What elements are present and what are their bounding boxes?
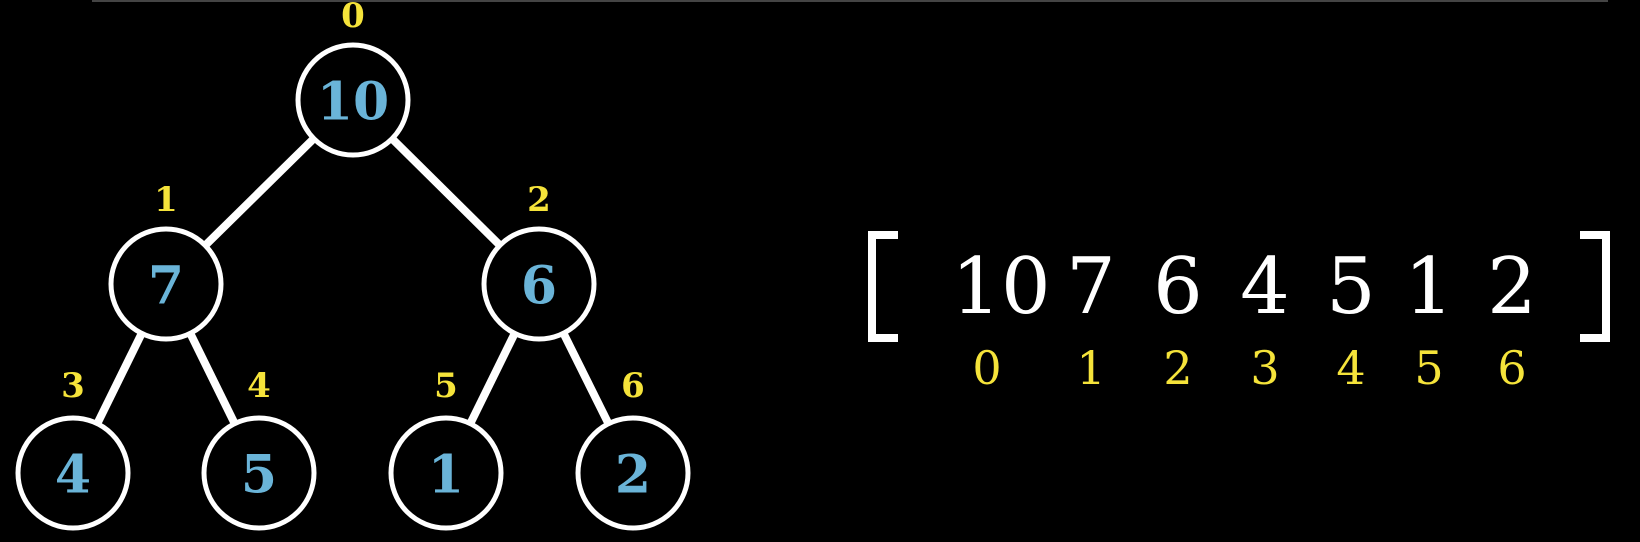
node-index-label: 6 xyxy=(621,366,645,406)
array-value: 2 xyxy=(1487,242,1537,332)
array-value: 4 xyxy=(1240,242,1290,332)
array-value: 10 xyxy=(951,242,1050,332)
node-circle xyxy=(575,415,691,531)
array-index-label: 6 xyxy=(1497,341,1526,395)
array-value: 1 xyxy=(1404,242,1454,332)
array-index-label: 2 xyxy=(1163,341,1192,395)
node-circle xyxy=(481,226,597,342)
tree-edges xyxy=(93,135,613,426)
tree-node: 71 xyxy=(108,180,224,342)
array-value: 7 xyxy=(1066,242,1116,332)
edge-1-3 xyxy=(93,331,146,426)
node-index-label: 1 xyxy=(154,180,178,220)
array-index-label: 4 xyxy=(1336,341,1365,395)
node-index-label: 0 xyxy=(341,0,365,36)
array-index-label: 0 xyxy=(972,341,1001,395)
node-value: 6 xyxy=(521,256,557,317)
node-value: 7 xyxy=(148,256,184,317)
node-index-label: 2 xyxy=(527,180,551,220)
array-index-label: 5 xyxy=(1414,341,1443,395)
node-circle xyxy=(295,42,411,158)
tree-node: 10 0 xyxy=(295,0,411,158)
node-value: 4 xyxy=(55,445,91,506)
node-value: 10 xyxy=(317,72,389,133)
edge-0-1 xyxy=(202,135,317,249)
node-circle xyxy=(108,226,224,342)
node-index-label: 3 xyxy=(61,366,85,406)
edge-0-2 xyxy=(389,135,503,249)
array-left-bracket xyxy=(868,231,898,342)
node-index-label: 4 xyxy=(247,366,271,406)
array-index-label: 1 xyxy=(1076,341,1105,395)
tree-node: 43 xyxy=(15,366,131,531)
tree-node: 15 xyxy=(388,366,504,531)
node-circle xyxy=(15,415,131,531)
tree-node: 54 xyxy=(201,366,317,531)
array-value: 6 xyxy=(1153,242,1203,332)
node-circle xyxy=(201,415,317,531)
tree-node: 26 xyxy=(575,366,691,531)
array-value: 5 xyxy=(1326,242,1376,332)
edge-1-4 xyxy=(186,331,239,426)
array-representation: 10 7 6 4 5 1 20 1 2 3 4 5 6 xyxy=(868,231,1610,395)
node-index-label: 5 xyxy=(434,366,458,406)
edge-2-6 xyxy=(559,331,613,426)
node-value: 2 xyxy=(615,445,651,506)
edge-2-5 xyxy=(466,331,519,426)
node-value: 5 xyxy=(241,445,277,506)
array-right-bracket xyxy=(1580,231,1610,342)
tree-node: 62 xyxy=(481,180,597,342)
node-circle xyxy=(388,415,504,531)
array-index-label: 3 xyxy=(1250,341,1279,395)
node-value: 1 xyxy=(428,445,464,506)
